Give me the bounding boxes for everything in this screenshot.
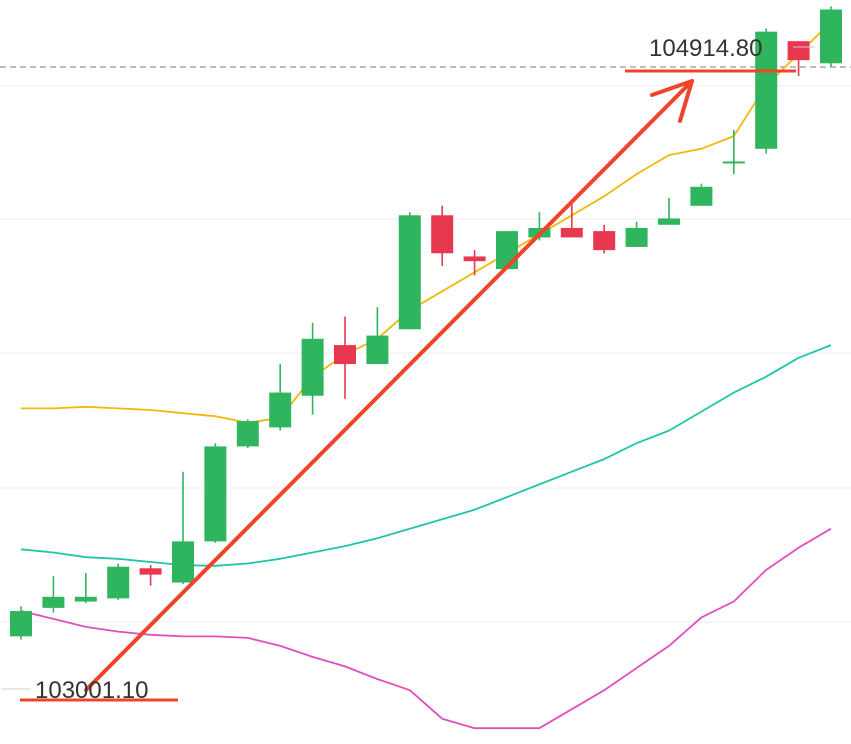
candle [496, 231, 518, 270]
candle-body [139, 568, 162, 575]
ma-short-line [21, 21, 832, 424]
candle [269, 364, 292, 431]
candle [658, 197, 680, 225]
low-price-label: 103001.10 [35, 677, 148, 704]
candle [625, 221, 648, 247]
candle-body [10, 611, 32, 637]
candle [722, 129, 745, 175]
candle-body [593, 231, 616, 251]
candle [139, 565, 162, 586]
candle [366, 307, 389, 365]
candle-body [560, 227, 583, 238]
candles [10, 6, 842, 640]
candle-body [42, 596, 65, 608]
annotations [2, 46, 815, 702]
trend-arrow-line [84, 79, 694, 692]
candle [755, 28, 778, 154]
candle [107, 563, 130, 600]
candle-body [301, 338, 324, 396]
candle [74, 573, 97, 604]
candle-body [236, 421, 259, 447]
candle [172, 471, 194, 585]
ma-mid-line [20, 344, 832, 567]
candle [431, 205, 454, 266]
candle [398, 212, 421, 330]
candle-body [755, 31, 778, 149]
candle [42, 576, 65, 613]
candle-body [787, 41, 810, 61]
candle-body [820, 9, 842, 64]
grid-lines [0, 85, 851, 623]
candle-body [366, 335, 389, 365]
candle [593, 224, 616, 254]
candle-body [172, 541, 194, 583]
candle [690, 183, 713, 206]
trend-arrow-head [650, 79, 694, 123]
candle-body [496, 231, 518, 270]
candle-body [658, 218, 680, 225]
candle-body [463, 256, 486, 262]
candle [560, 204, 583, 238]
candle-body [625, 227, 648, 247]
candle [10, 606, 32, 640]
high-price-label: 104914.80 [649, 35, 762, 62]
candle [334, 316, 356, 399]
candle-body [431, 215, 454, 254]
candle [236, 419, 259, 448]
candle [820, 6, 842, 67]
candle-body [722, 161, 745, 164]
candle-body [398, 215, 421, 330]
candle-body [269, 392, 292, 428]
candle [301, 322, 324, 415]
moving-average-lines [20, 21, 832, 730]
candle-body [334, 345, 356, 365]
ma-long-line [20, 527, 832, 730]
candle-body [74, 596, 97, 602]
candle [204, 443, 227, 543]
candle [463, 250, 486, 276]
candle-body [107, 566, 130, 599]
candle-body [204, 446, 227, 542]
candle-body [690, 186, 713, 206]
